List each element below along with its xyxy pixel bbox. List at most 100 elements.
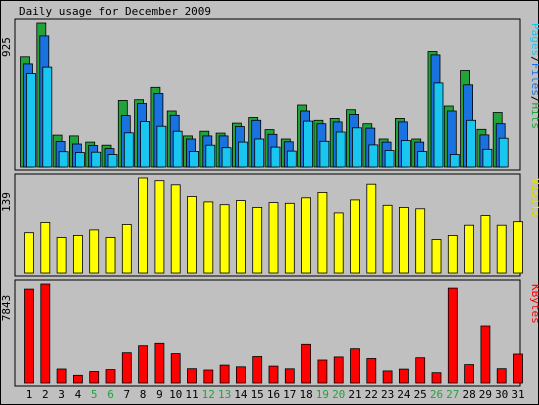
x-tick-day-8: 8 (140, 388, 147, 401)
bar-pages-day-5 (91, 151, 102, 168)
bars-layer (20, 22, 523, 384)
bar-visits-day-9 (154, 180, 165, 274)
bar-kbytes-day-21 (350, 348, 360, 384)
bar-pages-day-20 (335, 131, 346, 168)
x-tick-day-29: 29 (479, 388, 492, 401)
bar-pages-day-27 (449, 154, 460, 168)
bar-pages-day-21 (352, 127, 362, 168)
bar-kbytes-day-17 (284, 368, 295, 384)
x-tick-day-25: 25 (414, 388, 427, 401)
x-tick-day-18: 18 (299, 388, 312, 401)
legend-entry: Hits (529, 103, 539, 130)
bar-visits-day-18 (301, 197, 312, 274)
bar-pages-day-29 (482, 148, 493, 168)
x-tick-day-21: 21 (348, 388, 361, 401)
legend-kbytes: KBytes (529, 284, 539, 324)
bar-kbytes-day-29 (480, 325, 491, 384)
bar-pages-day-23 (384, 150, 395, 168)
bar-visits-day-31 (513, 221, 523, 274)
bar-pages-day-28 (466, 119, 477, 168)
bar-pages-day-11 (189, 150, 199, 168)
bar-kbytes-day-27 (447, 287, 458, 384)
bar-kbytes-day-19 (317, 359, 328, 384)
bar-pages-day-25 (417, 151, 428, 168)
x-tick-day-27: 27 (446, 388, 459, 401)
bar-pages-day-22 (368, 144, 379, 168)
panel-frame-kbytes (14, 279, 521, 387)
bar-visits-day-22 (366, 183, 377, 274)
x-tick-day-6: 6 (107, 388, 114, 401)
scale-label-kbytes: 7843 (0, 295, 13, 322)
bar-visits-day-26 (431, 239, 442, 274)
bar-visits-day-11 (187, 196, 197, 274)
legend-entry: Pages (529, 23, 539, 56)
bar-kbytes-day-10 (170, 353, 181, 384)
bar-visits-day-8 (138, 177, 149, 274)
bar-pages-day-15 (254, 138, 265, 168)
bar-kbytes-day-2 (40, 283, 51, 384)
bar-pages-day-14 (237, 141, 248, 168)
bar-kbytes-day-1 (24, 288, 34, 384)
x-tick-day-20: 20 (332, 388, 345, 401)
bar-pages-day-3 (58, 151, 69, 168)
bar-kbytes-day-15 (252, 356, 263, 384)
bar-kbytes-day-22 (366, 358, 377, 384)
x-tick-day-11: 11 (185, 388, 198, 401)
bar-visits-day-6 (105, 237, 116, 274)
bar-visits-day-29 (480, 215, 491, 274)
scale-labels: 925 139 7843 (0, 37, 13, 321)
panel-frames (14, 18, 521, 387)
x-tick-day-31: 31 (511, 388, 524, 401)
x-tick-day-17: 17 (283, 388, 296, 401)
bar-pages-day-17 (286, 150, 297, 168)
x-axis-ticks: 1 2 3 4 5 6 7 8 9 10 11 12 13 14 15 16 17 18 19 20 21 22 23 24 2… (26, 388, 525, 401)
bar-visits-day-17 (284, 202, 295, 274)
bar-kbytes-day-12 (203, 369, 214, 384)
bar-pages-day-26 (433, 82, 444, 168)
bar-kbytes-day-4 (73, 374, 83, 384)
x-tick-day-12: 12 (202, 388, 215, 401)
x-tick-day-16: 16 (267, 388, 280, 401)
bar-pages-day-8 (140, 121, 151, 168)
bar-visits-day-5 (89, 229, 100, 274)
x-tick-day-14: 14 (234, 388, 248, 401)
bar-kbytes-day-31 (513, 353, 523, 384)
bar-visits-day-7 (121, 224, 132, 274)
bar-visits-day-10 (170, 184, 181, 274)
bar-pages-day-2 (42, 66, 53, 168)
bar-pages-day-12 (205, 144, 216, 168)
bar-visits-day-27 (447, 234, 458, 274)
scale-label-visits: 139 (0, 192, 13, 212)
legend-entry: Files (529, 63, 539, 96)
x-tick-day-30: 30 (495, 388, 508, 401)
bar-pages-day-24 (400, 140, 411, 168)
bar-visits-day-4 (73, 234, 83, 274)
bar-kbytes-day-5 (89, 371, 100, 384)
bar-pages-day-16 (270, 146, 281, 168)
bar-visits-day-3 (56, 237, 67, 274)
bar-visits-day-12 (203, 201, 214, 274)
legend-hits-files-pages: Pages/Files/Hits (529, 23, 539, 129)
chart-title: Daily usage for December 2009 (19, 5, 211, 18)
bar-kbytes-day-11 (187, 368, 197, 384)
bar-kbytes-day-13 (219, 364, 230, 384)
bar-pages-day-7 (123, 132, 134, 168)
bar-pages-day-6 (107, 154, 118, 168)
x-tick-day-10: 10 (169, 388, 182, 401)
x-tick-day-4: 4 (75, 388, 82, 401)
bar-visits-day-14 (235, 200, 246, 274)
bar-kbytes-day-9 (154, 342, 165, 384)
bar-visits-day-13 (219, 204, 230, 274)
x-tick-day-1: 1 (26, 388, 33, 401)
x-tick-day-15: 15 (251, 388, 264, 401)
x-tick-day-28: 28 (462, 388, 475, 401)
bar-visits-day-20 (333, 212, 344, 274)
bar-visits-day-21 (350, 199, 360, 274)
x-tick-day-9: 9 (156, 388, 163, 401)
bar-visits-day-28 (464, 224, 475, 274)
bar-kbytes-day-18 (301, 343, 312, 384)
bar-visits-day-25 (415, 208, 426, 274)
